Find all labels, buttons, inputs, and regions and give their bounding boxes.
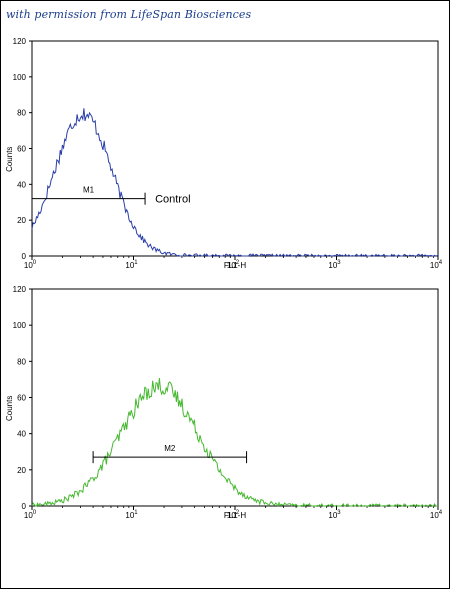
y-tick-label: 20 [17, 466, 26, 475]
y-axis-title: Counts [5, 147, 14, 172]
y-tick-label: 40 [17, 180, 26, 189]
histogram-line [31, 377, 439, 508]
y-tick-label: 80 [17, 357, 26, 366]
x-tick-label: 100 [24, 510, 37, 520]
y-tick-label: 120 [13, 285, 27, 294]
plot-frame [31, 40, 439, 257]
y-tick-label: 0 [22, 502, 27, 511]
y-tick-label: 60 [17, 145, 26, 154]
histogram-line [31, 108, 439, 257]
x-axis-title: FL1-H [224, 261, 246, 270]
gate-label: M1 [83, 186, 95, 195]
gate-label: M2 [164, 444, 176, 453]
y-tick-label: 100 [13, 321, 27, 330]
y-tick-label: 60 [17, 394, 26, 403]
y-tick-label: 100 [13, 73, 27, 82]
x-tick-label: 101 [125, 510, 138, 520]
y-axis-title: Counts [5, 396, 14, 421]
x-tick-label: 101 [125, 260, 138, 270]
plot-frame [31, 288, 439, 507]
x-tick-label: 100 [24, 260, 37, 270]
x-tick-label: 104 [430, 510, 443, 520]
control-annotation: Control [155, 194, 190, 206]
x-tick-label: 103 [328, 510, 341, 520]
y-tick-label: 80 [17, 109, 26, 118]
y-tick-label: 40 [17, 430, 26, 439]
y-tick-label: 120 [13, 37, 27, 46]
x-tick-label: 103 [328, 260, 341, 270]
x-tick-label: 102 [227, 510, 240, 520]
x-axis-title: FL1-H [224, 511, 246, 520]
y-tick-label: 0 [22, 252, 27, 261]
watermark-text: with permission from LifeSpan Bioscience… [6, 8, 252, 21]
x-tick-label: 102 [227, 260, 240, 270]
y-tick-label: 20 [17, 216, 26, 225]
x-tick-label: 104 [430, 260, 443, 270]
